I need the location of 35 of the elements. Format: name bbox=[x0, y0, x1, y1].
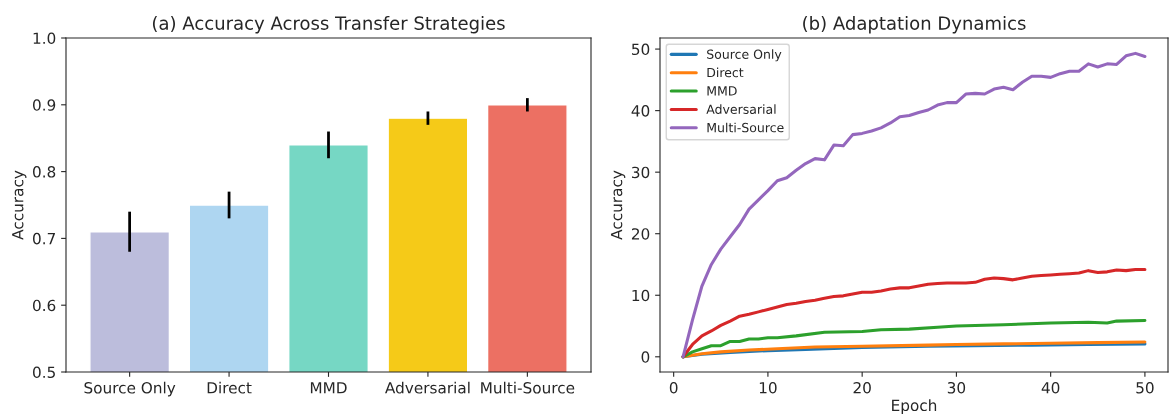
y-tick-label: 10 bbox=[632, 289, 650, 302]
legend-label: Direct bbox=[707, 67, 744, 78]
chart-title: (a) Accuracy Across Transfer Strategies bbox=[152, 15, 505, 34]
y-tick-label: 0 bbox=[641, 351, 650, 363]
x-tick-label: 0 bbox=[669, 381, 678, 394]
x-tick-label: 10 bbox=[759, 381, 777, 394]
legend-label: Adversarial bbox=[706, 104, 776, 114]
x-tick-label: Source Only bbox=[84, 381, 176, 397]
y-tick-label: 1.0 bbox=[33, 32, 56, 45]
legend-label: Source Only bbox=[707, 49, 782, 62]
x-tick-label: 20 bbox=[853, 381, 871, 394]
x-tick-label: 50 bbox=[1136, 381, 1154, 394]
y-axis-title: Accuracy bbox=[610, 170, 626, 240]
x-tick-label: 30 bbox=[947, 381, 966, 394]
y-tick-label: 0.7 bbox=[32, 232, 55, 245]
y-axis-title: Accuracy bbox=[12, 170, 27, 240]
y-tick-label: 40 bbox=[631, 105, 650, 117]
y-tick-label: 20 bbox=[631, 228, 650, 240]
y-tick-label: 0.9 bbox=[32, 99, 56, 111]
line-series bbox=[681, 318, 1147, 359]
x-tick-label: MMD bbox=[310, 382, 347, 394]
y-tick-label: 0.5 bbox=[32, 366, 55, 379]
chart-title: (b) Adaptation Dynamics bbox=[803, 15, 1026, 34]
y-tick-label: 30 bbox=[632, 166, 650, 179]
x-tick-label: Adversarial bbox=[385, 381, 470, 394]
legend-label: MMD bbox=[707, 86, 737, 96]
y-tick-label: 0.8 bbox=[32, 166, 56, 178]
line-series bbox=[681, 51, 1147, 359]
x-tick-label: Multi-Source bbox=[481, 381, 575, 394]
legend-label: Multi-Source bbox=[707, 122, 784, 133]
x-tick-label: 40 bbox=[1041, 381, 1060, 394]
x-tick-label: Direct bbox=[207, 381, 252, 394]
y-tick-label: 0.6 bbox=[32, 299, 56, 312]
y-tick-label: 50 bbox=[632, 43, 650, 56]
x-axis-title: Epoch bbox=[892, 399, 937, 415]
